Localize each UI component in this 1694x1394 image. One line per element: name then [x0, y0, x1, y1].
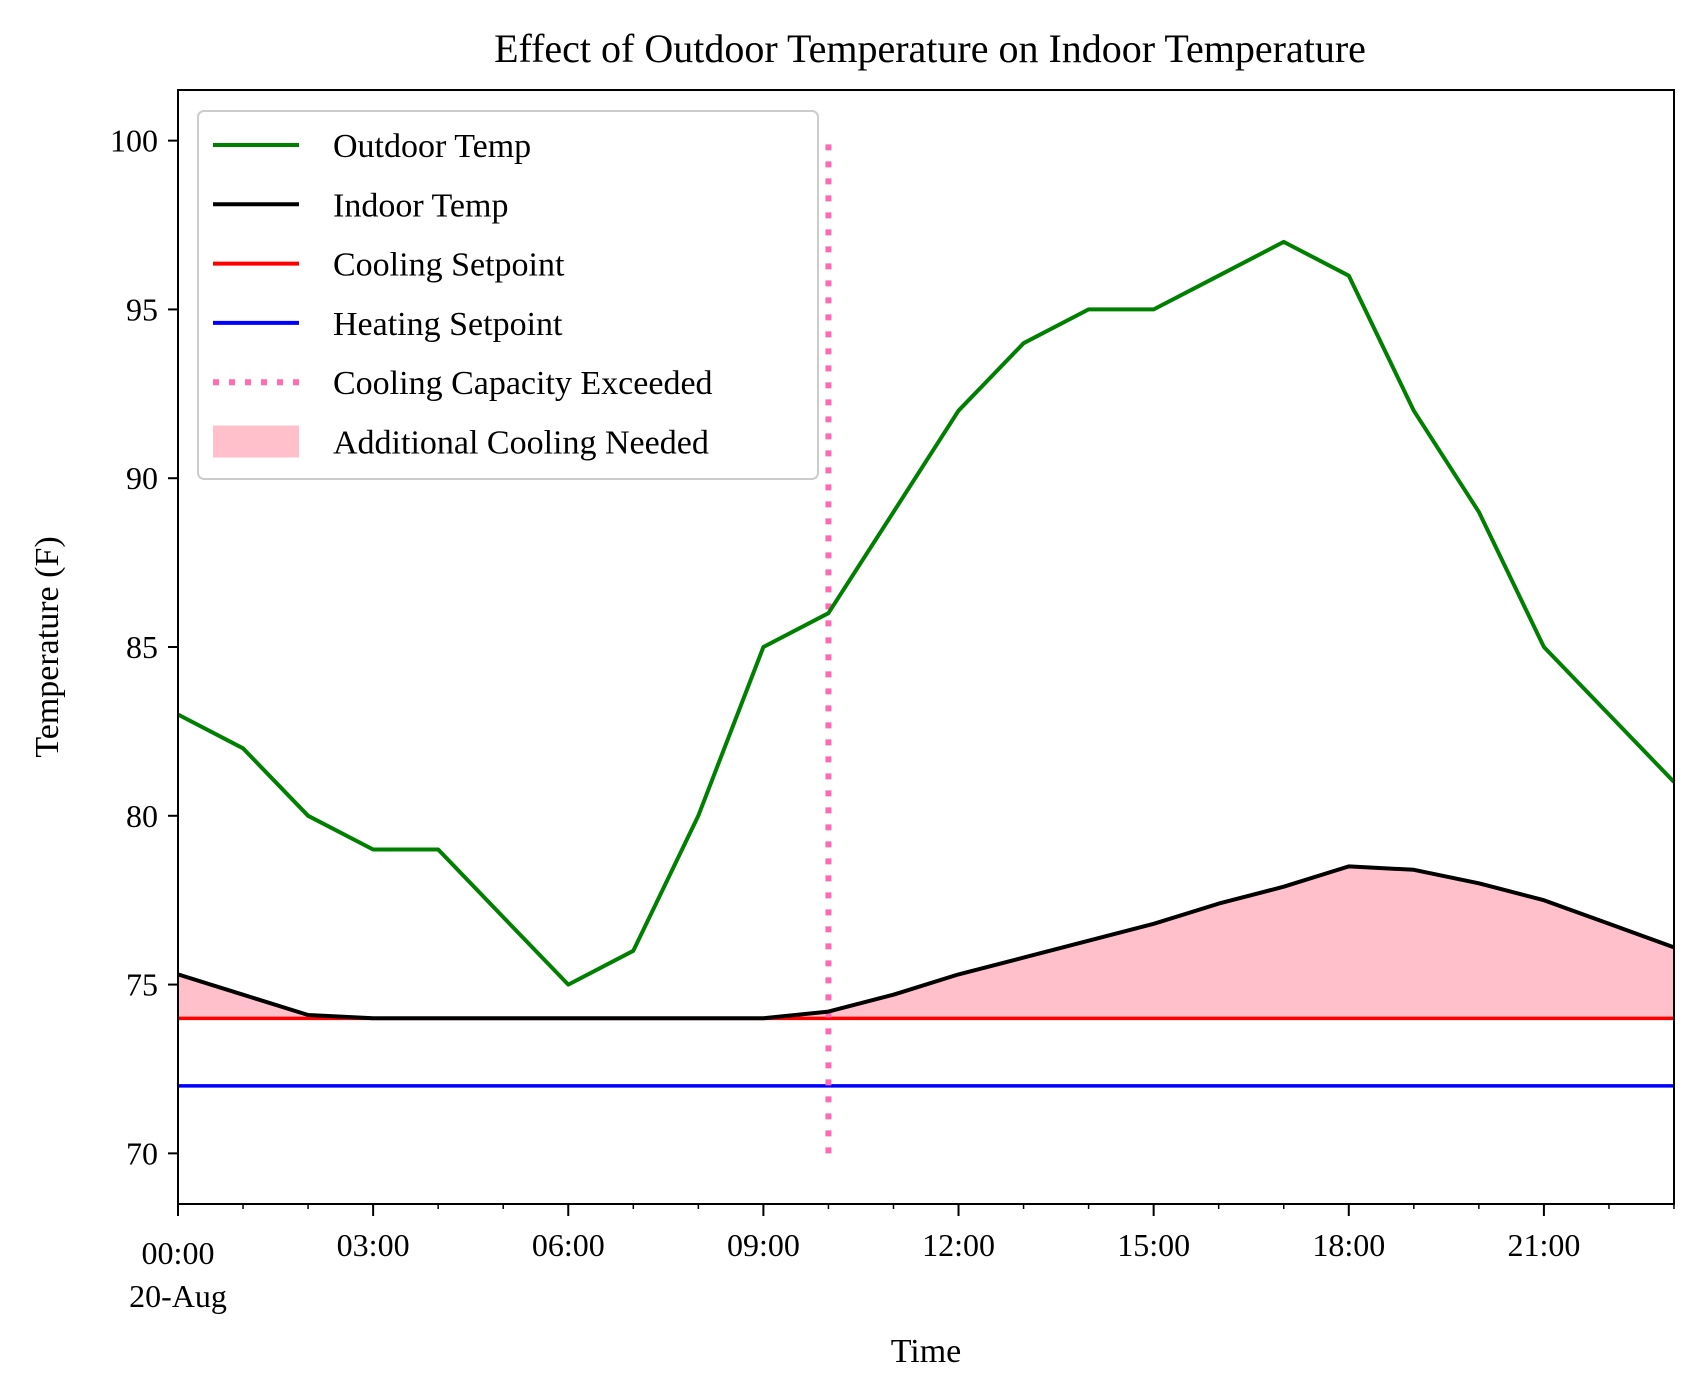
series-line-indoor-temp [177, 864, 1675, 1021]
fill-additional-cooling-needed [178, 866, 1674, 1019]
legend-label-cooling-setpoint: Cooling Setpoint [333, 247, 565, 284]
legend-box [197, 110, 819, 480]
legend-swatch-additional-cooling-needed [213, 425, 299, 458]
x-tick-label: 03:00 [337, 1227, 410, 1263]
x-axis: 00:00 20-Aug 03:00 06:00 09:00 12:00 15:00 18:0… [129, 1204, 1675, 1314]
x-tick-label: 21:00 [1507, 1227, 1580, 1263]
x-tick-date-label: 20-Aug [129, 1278, 227, 1314]
y-tick-label: 100 [110, 123, 158, 159]
y-tick-label: 75 [126, 967, 158, 1003]
y-tick-label: 70 [126, 1135, 158, 1171]
legend-label-additional-cooling-needed: Additional Cooling Needed [333, 425, 709, 462]
legend-label-indoor-temp: Indoor Temp [333, 187, 508, 224]
x-tick-label: 18:00 [1312, 1227, 1385, 1263]
x-axis-label: Time [891, 1333, 962, 1370]
legend: Outdoor Temp Indoor Temp Cooling Setpoint H… [197, 110, 819, 480]
y-axis-label: Temperature (F) [29, 536, 66, 757]
y-tick-label: 80 [126, 798, 158, 834]
x-tick-label: 09:00 [727, 1227, 800, 1263]
legend-label-heating-setpoint: Heating Setpoint [333, 306, 563, 343]
legend-label-outdoor-temp: Outdoor Temp [333, 128, 531, 165]
y-tick-label: 95 [126, 291, 158, 327]
x-tick-label: 15:00 [1117, 1227, 1190, 1263]
y-axis: 70 75 80 85 90 95 100 [110, 123, 178, 1171]
series-line-outdoor-temp [177, 239, 1676, 987]
x-tick-label: 00:00 [142, 1235, 215, 1271]
plot-area [177, 140, 1676, 1154]
x-tick-label: 06:00 [532, 1227, 605, 1263]
x-tick-label: 12:00 [922, 1227, 995, 1263]
y-tick-label: 85 [126, 629, 158, 665]
y-tick-label: 90 [126, 460, 158, 496]
legend-label-cooling-capacity-exceeded: Cooling Capacity Exceeded [333, 365, 713, 402]
chart-title: Effect of Outdoor Temperature on Indoor … [494, 26, 1366, 71]
